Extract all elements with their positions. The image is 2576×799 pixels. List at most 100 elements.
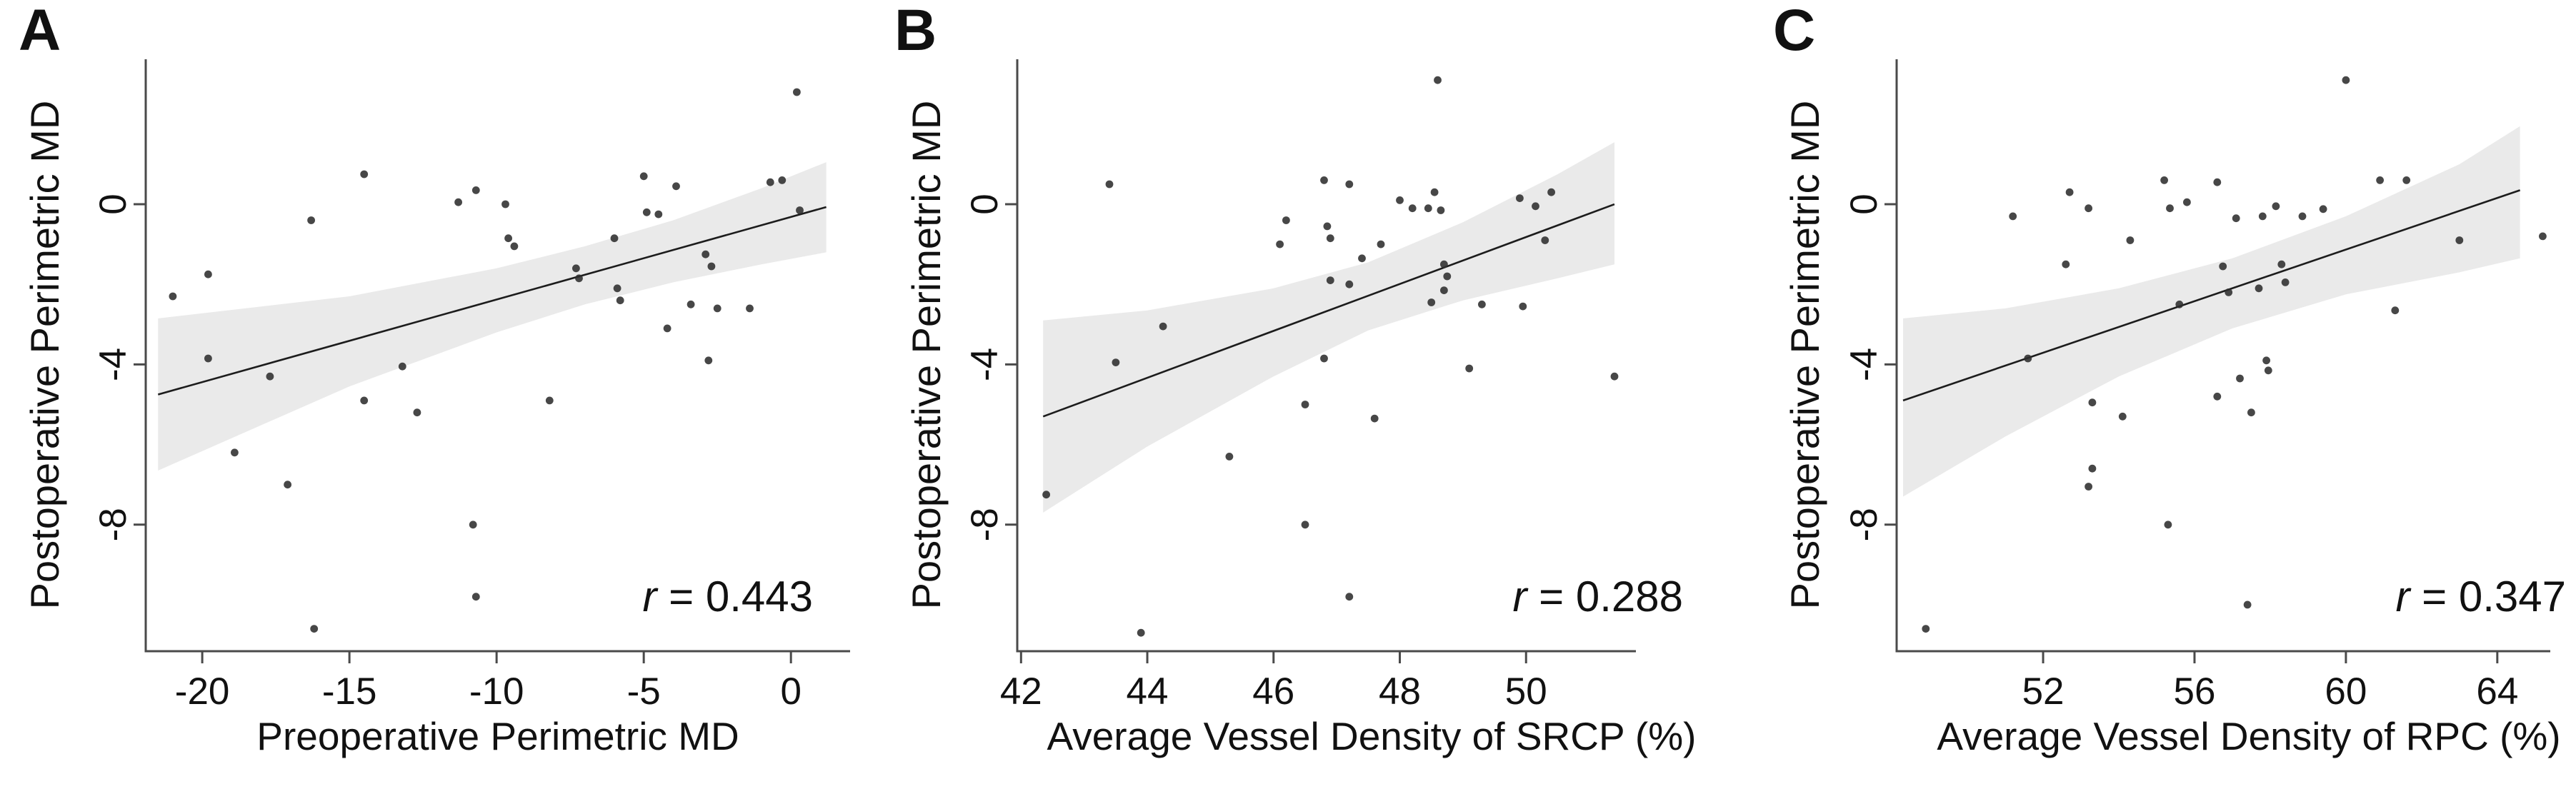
- scatter-point: [1541, 236, 1549, 244]
- scatter-point: [1320, 354, 1328, 363]
- scatter-point: [2166, 204, 2174, 213]
- r-value: = 0.347: [2410, 573, 2566, 620]
- scatter-point: [398, 362, 406, 371]
- scatter-point: [1326, 276, 1334, 284]
- y-tick-label: 0: [964, 194, 1006, 214]
- scatter-point: [2219, 262, 2227, 271]
- scatter-point: [1440, 260, 1448, 268]
- scatter-point: [504, 234, 512, 243]
- scatter-point: [1225, 453, 1234, 461]
- confidence-band: [158, 162, 827, 471]
- r-symbol: r: [1512, 573, 1527, 620]
- scatter-point: [1519, 302, 1527, 311]
- y-tick-label: -4: [92, 348, 134, 381]
- scatter-point: [1345, 593, 1354, 601]
- scatter-point: [2243, 600, 2252, 609]
- scatter-point: [1370, 414, 1379, 423]
- y-tick-label: -4: [1843, 348, 1885, 381]
- scatter-point: [2088, 398, 2097, 407]
- scatter-point: [1408, 204, 1417, 213]
- scatter-point: [2085, 483, 2093, 491]
- scatter-point: [575, 274, 583, 283]
- y-axis-title-c: Postoperative Perimetric MD: [1782, 100, 1827, 610]
- r-symbol: r: [2395, 573, 2410, 620]
- scatter-point: [1922, 625, 1930, 633]
- scatter-point: [2262, 356, 2271, 365]
- scatter-point: [793, 88, 801, 96]
- scatter-point: [663, 324, 672, 333]
- scatter-point: [510, 242, 519, 251]
- scatter-point: [1610, 372, 1619, 381]
- scatter-point: [471, 186, 480, 194]
- scatter-point: [2342, 76, 2350, 84]
- scatter-point: [266, 372, 274, 381]
- scatter-point: [2062, 260, 2070, 268]
- scatter-point: [360, 170, 369, 179]
- x-tick-label: 44: [1127, 670, 1169, 713]
- scatter-point: [2258, 212, 2267, 221]
- scatter-point: [2247, 408, 2255, 417]
- scatter-point: [1424, 204, 1432, 213]
- x-tick-label: 42: [1000, 670, 1042, 713]
- scatter-point: [2085, 204, 2093, 213]
- scatter-point: [360, 396, 369, 405]
- scatter-point: [1437, 206, 1445, 214]
- x-tick-label: 60: [2325, 670, 2367, 713]
- y-tick-label: -8: [92, 508, 134, 541]
- scatter-point: [204, 270, 212, 278]
- scatter-point: [707, 262, 716, 271]
- scatter-point: [2183, 198, 2191, 206]
- scatter-point: [1345, 280, 1354, 288]
- scatter-point: [545, 396, 554, 405]
- scatter-point: [1358, 254, 1366, 263]
- scatter-point: [413, 408, 421, 417]
- scatter-point: [1440, 286, 1448, 294]
- scatter-point: [1345, 180, 1354, 189]
- scatter-point: [1301, 401, 1309, 408]
- scatter-point: [1465, 364, 1474, 373]
- scatter-point: [2213, 392, 2222, 401]
- scatter-point: [2455, 236, 2464, 244]
- x-tick-label: -5: [627, 670, 661, 713]
- scatter-point: [2236, 374, 2244, 383]
- scatter-point: [616, 296, 624, 305]
- y-axis-title-a: Postoperative Perimetric MD: [22, 100, 67, 610]
- scatter-point: [687, 300, 695, 308]
- scatter-point: [231, 448, 239, 457]
- scatter-point: [1276, 240, 1284, 248]
- scatter-point: [2024, 354, 2032, 363]
- scatter-point: [2376, 176, 2385, 184]
- scatter-point: [469, 521, 477, 529]
- x-tick-label: 64: [2476, 670, 2518, 713]
- x-tick-label: 56: [2173, 670, 2215, 713]
- x-tick-label: 0: [780, 670, 801, 713]
- scatter-point: [1137, 628, 1145, 637]
- x-tick-label: 48: [1379, 670, 1421, 713]
- y-tick-label: -8: [1843, 508, 1885, 541]
- scatter-point: [1434, 76, 1442, 84]
- r-value: = 0.288: [1527, 573, 1683, 620]
- scatter-point: [2319, 205, 2327, 213]
- trend-line: [157, 206, 827, 396]
- correlation-label-a: r = 0.443: [642, 576, 813, 618]
- scatter-point: [796, 206, 804, 214]
- panel-label-a: A: [19, 0, 61, 63]
- scatter-point: [702, 250, 710, 258]
- scatter-point: [2281, 278, 2290, 286]
- y-axis-title-b: Postoperative Perimetric MD: [904, 100, 949, 610]
- scatter-point: [1478, 300, 1486, 308]
- x-tick-label: 52: [2022, 670, 2065, 713]
- correlation-label-c: r = 0.347: [2395, 576, 2566, 618]
- scatter-point: [2160, 176, 2169, 184]
- scatter-point: [471, 593, 480, 601]
- y-tick-label: -8: [964, 508, 1006, 541]
- r-value: = 0.443: [657, 573, 813, 620]
- scatter-point: [642, 208, 651, 216]
- scatter-point: [704, 356, 713, 365]
- x-tick-label: -10: [469, 670, 524, 713]
- x-axis-title-b: Average Vessel Density of SRCP (%): [1047, 714, 1697, 758]
- x-tick-label: 50: [1505, 670, 1547, 713]
- scatter-point: [1323, 222, 1332, 231]
- y-tick-label: 0: [92, 194, 134, 214]
- r-symbol: r: [642, 573, 657, 620]
